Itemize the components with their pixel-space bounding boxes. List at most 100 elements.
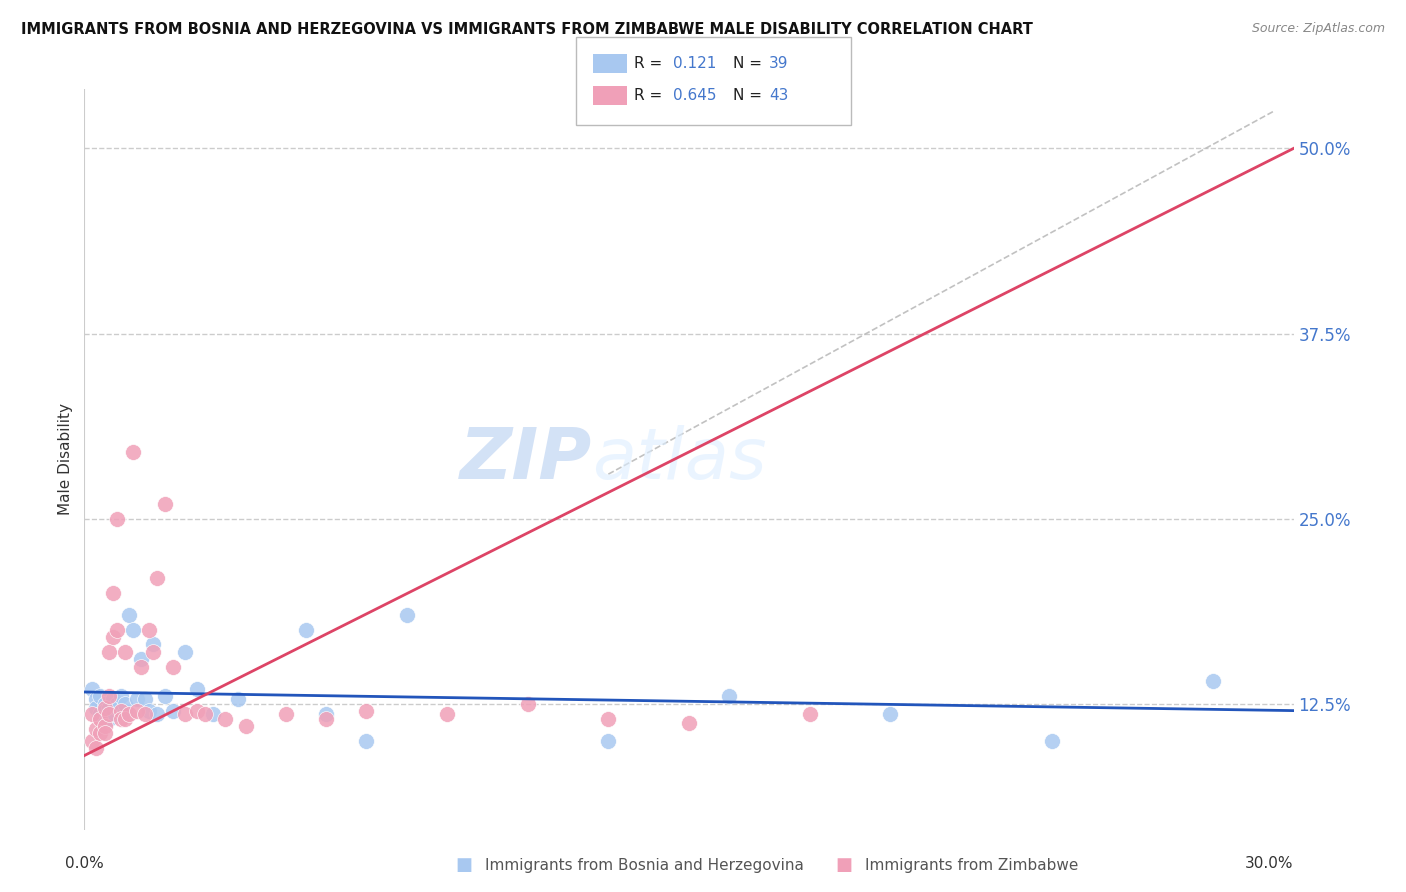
- Point: [174, 645, 197, 659]
- Point: [295, 623, 318, 637]
- Point: [274, 707, 297, 722]
- Point: [82, 733, 104, 747]
- Point: [93, 719, 115, 733]
- Point: [129, 652, 152, 666]
- Text: Immigrants from Zimbabwe: Immigrants from Zimbabwe: [865, 858, 1078, 872]
- Point: [114, 697, 136, 711]
- Point: [105, 623, 128, 637]
- Point: [186, 704, 208, 718]
- Point: [138, 623, 160, 637]
- Point: [718, 690, 741, 704]
- Point: [315, 712, 337, 726]
- Point: [110, 712, 132, 726]
- Point: [86, 722, 108, 736]
- Text: 43: 43: [769, 88, 789, 103]
- Text: ■: ■: [835, 856, 852, 874]
- Point: [142, 637, 165, 651]
- Point: [101, 692, 124, 706]
- Point: [110, 690, 132, 704]
- Point: [194, 707, 217, 722]
- Point: [162, 659, 184, 673]
- Point: [93, 704, 115, 718]
- Point: [202, 707, 225, 722]
- Point: [105, 697, 128, 711]
- Point: [516, 697, 538, 711]
- Point: [1202, 674, 1225, 689]
- Point: [436, 707, 458, 722]
- Point: [356, 704, 378, 718]
- Point: [125, 704, 148, 718]
- Text: N =: N =: [733, 56, 766, 70]
- Point: [125, 692, 148, 706]
- Point: [97, 690, 120, 704]
- Point: [174, 707, 197, 722]
- Point: [153, 497, 176, 511]
- Point: [879, 707, 901, 722]
- Point: [114, 704, 136, 718]
- Point: [235, 719, 257, 733]
- Point: [146, 707, 169, 722]
- Point: [105, 701, 128, 715]
- Point: [142, 645, 165, 659]
- Point: [1040, 733, 1063, 747]
- Text: R =: R =: [634, 56, 668, 70]
- Point: [153, 690, 176, 704]
- Point: [799, 707, 821, 722]
- Point: [93, 726, 115, 740]
- Point: [114, 712, 136, 726]
- Point: [134, 707, 156, 722]
- Text: 0.121: 0.121: [673, 56, 717, 70]
- Point: [129, 659, 152, 673]
- Point: [121, 623, 143, 637]
- Text: ZIP: ZIP: [460, 425, 592, 494]
- Point: [138, 704, 160, 718]
- Point: [226, 692, 249, 706]
- Point: [82, 707, 104, 722]
- Point: [86, 692, 108, 706]
- Point: [105, 511, 128, 525]
- Point: [118, 707, 141, 722]
- Text: atlas: atlas: [592, 425, 766, 494]
- Text: Immigrants from Bosnia and Herzegovina: Immigrants from Bosnia and Herzegovina: [485, 858, 804, 872]
- Point: [395, 607, 418, 622]
- Point: [101, 630, 124, 644]
- Point: [101, 585, 124, 599]
- Text: 39: 39: [769, 56, 789, 70]
- Point: [214, 712, 236, 726]
- Point: [89, 726, 111, 740]
- Text: R =: R =: [634, 88, 668, 103]
- Point: [86, 741, 108, 756]
- Text: 30.0%: 30.0%: [1246, 856, 1294, 871]
- Point: [678, 715, 700, 730]
- Point: [86, 701, 108, 715]
- Point: [97, 712, 120, 726]
- Text: IMMIGRANTS FROM BOSNIA AND HERZEGOVINA VS IMMIGRANTS FROM ZIMBABWE MALE DISABILI: IMMIGRANTS FROM BOSNIA AND HERZEGOVINA V…: [21, 22, 1033, 37]
- Point: [598, 712, 620, 726]
- Point: [89, 712, 111, 726]
- Point: [97, 701, 120, 715]
- Point: [89, 690, 111, 704]
- Point: [114, 645, 136, 659]
- Point: [97, 645, 120, 659]
- Point: [93, 697, 115, 711]
- Point: [97, 707, 120, 722]
- Point: [101, 707, 124, 722]
- Point: [93, 701, 115, 715]
- Point: [146, 571, 169, 585]
- Point: [121, 445, 143, 459]
- Point: [89, 707, 111, 722]
- Point: [134, 692, 156, 706]
- Text: 0.0%: 0.0%: [65, 856, 104, 871]
- Point: [356, 733, 378, 747]
- Point: [315, 707, 337, 722]
- Text: ■: ■: [456, 856, 472, 874]
- Text: 0.645: 0.645: [673, 88, 717, 103]
- Point: [118, 607, 141, 622]
- Text: Source: ZipAtlas.com: Source: ZipAtlas.com: [1251, 22, 1385, 36]
- Point: [162, 704, 184, 718]
- Point: [82, 681, 104, 696]
- Point: [598, 733, 620, 747]
- Y-axis label: Male Disability: Male Disability: [58, 403, 73, 516]
- Text: N =: N =: [733, 88, 766, 103]
- Point: [110, 704, 132, 718]
